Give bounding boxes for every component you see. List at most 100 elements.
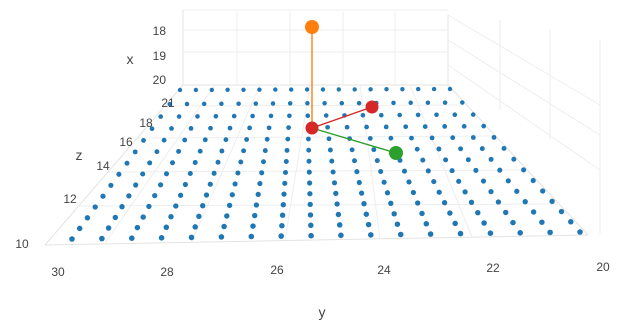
scatter-point bbox=[244, 137, 250, 142]
scatter-point bbox=[238, 159, 244, 165]
highlight-point bbox=[365, 100, 379, 114]
scatter-point bbox=[304, 87, 310, 92]
scatter-point bbox=[307, 201, 313, 208]
scatter-point bbox=[92, 204, 98, 210]
scatter-point bbox=[305, 101, 310, 106]
scatter-point bbox=[223, 137, 229, 143]
scatter-point bbox=[495, 199, 502, 205]
scatter-point bbox=[338, 232, 344, 239]
scatter-point bbox=[368, 232, 374, 238]
scatter-point bbox=[278, 233, 285, 239]
scatter-point bbox=[112, 214, 119, 221]
scatter-point bbox=[326, 136, 332, 142]
z-tick-label: 16 bbox=[119, 135, 133, 149]
scatter-point bbox=[287, 101, 293, 106]
scatter-point bbox=[281, 191, 287, 197]
scatter-point bbox=[158, 114, 164, 119]
scatter-point bbox=[163, 224, 170, 231]
scatter-point bbox=[182, 181, 188, 188]
scatter-point bbox=[462, 189, 468, 195]
scatter-point bbox=[383, 124, 389, 130]
scatter-point bbox=[397, 231, 404, 238]
scatter-point bbox=[577, 229, 583, 235]
scatter-point bbox=[176, 114, 182, 119]
scatter-point bbox=[457, 230, 464, 237]
scatter-point bbox=[431, 179, 437, 185]
scatter-point bbox=[257, 87, 262, 92]
scatter-point bbox=[450, 135, 456, 141]
scatter-point bbox=[442, 124, 448, 129]
scatter-point bbox=[209, 87, 214, 93]
scatter-point bbox=[287, 113, 292, 119]
scatter-point bbox=[286, 125, 291, 130]
connector-line bbox=[311, 106, 373, 129]
connectors bbox=[311, 27, 397, 154]
scatter-point bbox=[539, 219, 545, 225]
scatter-point bbox=[419, 210, 425, 217]
scatter-point bbox=[221, 223, 227, 230]
scatter-point bbox=[465, 157, 471, 163]
scatter-point bbox=[325, 124, 330, 130]
scatter-point bbox=[232, 181, 238, 187]
scatter-point bbox=[200, 203, 206, 209]
scatter-point bbox=[403, 124, 409, 130]
scatter-point bbox=[334, 201, 340, 207]
scatter-point bbox=[76, 225, 83, 232]
scatter-point bbox=[530, 209, 537, 215]
scatter-point bbox=[163, 171, 170, 177]
scatter-point bbox=[231, 113, 237, 119]
scatter-point bbox=[213, 113, 219, 119]
scatter-point bbox=[452, 112, 458, 118]
x-axis-label: x bbox=[127, 51, 134, 67]
scatter-point bbox=[192, 160, 198, 165]
scatter-point bbox=[196, 213, 202, 220]
scatter-point bbox=[219, 101, 224, 107]
scatter-point bbox=[176, 148, 182, 154]
scatter-point bbox=[400, 87, 405, 92]
y-tick-label: 24 bbox=[377, 263, 391, 277]
scatter-point bbox=[158, 235, 165, 241]
scatter-point bbox=[182, 137, 188, 143]
scatter-point bbox=[335, 211, 342, 218]
scatter-point bbox=[491, 135, 497, 140]
scatter-point bbox=[308, 232, 314, 239]
scatter-point bbox=[173, 203, 179, 209]
scatter-point bbox=[468, 199, 475, 205]
scatter-point bbox=[282, 180, 288, 186]
scatter-point bbox=[371, 147, 377, 153]
grid-lines bbox=[44, 9, 601, 246]
scatter-point bbox=[415, 112, 421, 118]
scatter-point bbox=[279, 212, 286, 218]
scatter-point bbox=[257, 181, 263, 187]
scatter-point bbox=[331, 180, 338, 186]
highlight-points bbox=[305, 20, 403, 160]
scatter-point bbox=[436, 189, 442, 195]
scatter-point bbox=[184, 101, 190, 107]
scatter-point bbox=[394, 221, 401, 227]
scatter-point bbox=[306, 147, 312, 153]
scatter-point bbox=[236, 101, 241, 106]
scatter-point bbox=[441, 200, 448, 206]
scatter-point bbox=[129, 235, 135, 241]
scatter-point bbox=[488, 188, 494, 195]
scatter-point bbox=[356, 100, 362, 106]
scatter-point bbox=[161, 137, 167, 143]
scatter-point bbox=[284, 147, 290, 153]
scatter-point bbox=[368, 87, 373, 92]
scatter-point bbox=[187, 170, 193, 177]
scatter-point bbox=[208, 125, 213, 131]
scatter-point bbox=[154, 149, 160, 155]
scatter-point bbox=[273, 87, 278, 92]
scatter-point bbox=[152, 192, 158, 199]
scatter-point bbox=[425, 168, 431, 174]
scatter-point bbox=[352, 158, 357, 164]
scatter-point bbox=[307, 191, 313, 197]
scatter-point bbox=[262, 148, 268, 154]
scatter-point bbox=[510, 219, 516, 226]
scatter-point bbox=[218, 234, 225, 240]
scatter-point bbox=[283, 159, 289, 164]
scatter-point bbox=[250, 223, 256, 229]
scatter-point bbox=[384, 87, 389, 92]
scatter-point bbox=[381, 179, 387, 185]
